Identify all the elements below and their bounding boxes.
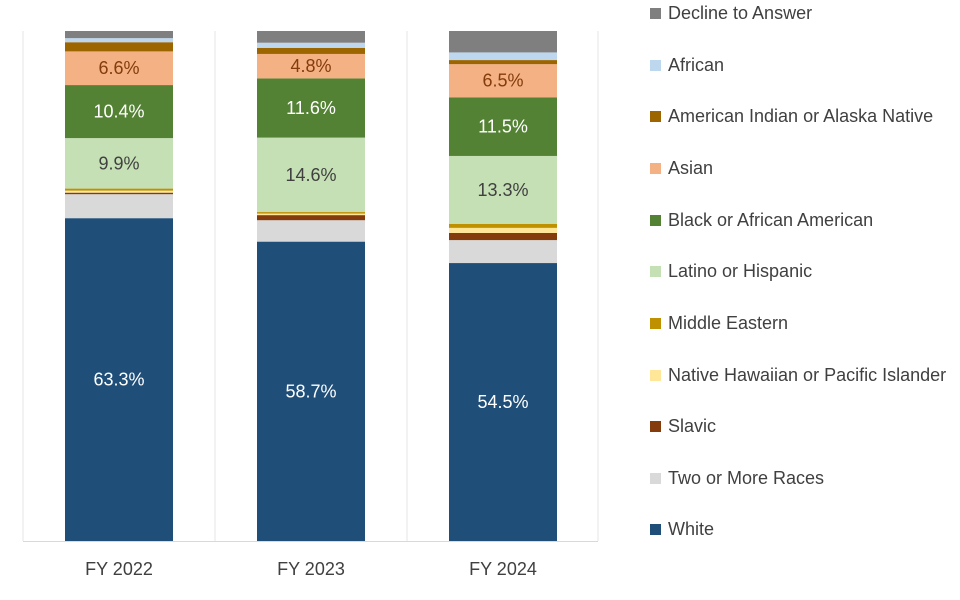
data-label-black-or-african-american-fy-2023: 11.6%: [286, 98, 336, 118]
bar-two-or-more-races-fy-2022: [65, 194, 173, 219]
legend-swatch-slavic: [650, 421, 661, 432]
bar-native-hawaiian-or-pacific-islander-fy-2024: [449, 227, 557, 233]
legend-swatch-decline-to-answer: [650, 8, 661, 19]
bar-african-fy-2022: [65, 38, 173, 43]
bar-middle-eastern-fy-2022: [65, 188, 173, 191]
legend-item-decline-to-answer: Decline to Answer: [650, 2, 955, 25]
bar-middle-eastern-fy-2023: [257, 212, 365, 214]
bar-decline-to-answer-fy-2024: [449, 31, 557, 53]
data-label-black-or-african-american-fy-2022: 10.4%: [93, 102, 144, 122]
bar-two-or-more-races-fy-2024: [449, 240, 557, 264]
legend-swatch-asian: [650, 163, 661, 174]
legend-item-latino-or-hispanic: Latino or Hispanic: [650, 260, 955, 283]
bar-decline-to-answer-fy-2022: [65, 31, 173, 39]
bar-two-or-more-races-fy-2023: [257, 220, 365, 242]
legend-item-middle-eastern: Middle Eastern: [650, 312, 955, 335]
data-label-asian-fy-2024: 6.5%: [482, 71, 523, 91]
legend-swatch-native-hawaiian-or-pacific-islander: [650, 370, 661, 381]
bar-black-or-african-american-fy-2023: [257, 78, 365, 138]
bar-latino-or-hispanic-fy-2022: [65, 138, 173, 189]
legend-swatch-black-or-african-american: [650, 215, 661, 226]
data-label-white-fy-2024: 54.5%: [477, 392, 528, 412]
bar-african-fy-2023: [257, 42, 365, 48]
legend-item-asian: Asian: [650, 157, 955, 180]
legend-item-native-hawaiian-or-pacific-islander: Native Hawaiian or Pacific Islander: [650, 364, 955, 387]
data-label-latino-or-hispanic-fy-2022: 9.9%: [98, 153, 139, 173]
data-label-asian-fy-2022: 6.6%: [98, 58, 139, 78]
bar-middle-eastern-fy-2024: [449, 223, 557, 228]
legend-swatch-african: [650, 60, 661, 71]
legend-label-middle-eastern: Middle Eastern: [668, 313, 789, 333]
legend-label-decline-to-answer: Decline to Answer: [668, 3, 813, 23]
legend-swatch-white: [650, 524, 661, 535]
bar-native-hawaiian-or-pacific-islander-fy-2022: [65, 190, 173, 193]
legend-item-american-indian-or-alaska-native: American Indian or Alaska Native: [650, 105, 955, 128]
legend-item-african: African: [650, 54, 955, 77]
bar-asian-fy-2023: [257, 53, 365, 79]
bar-asian-fy-2024: [449, 64, 557, 98]
bar-black-or-african-american-fy-2024: [449, 97, 557, 156]
x-tick-label-fy-2022: FY 2022: [85, 559, 153, 579]
bar-white-fy-2022: [65, 218, 173, 542]
legend-label-asian: Asian: [668, 158, 714, 178]
bar-native-hawaiian-or-pacific-islander-fy-2023: [257, 213, 365, 216]
legend-label-african: African: [668, 55, 725, 75]
data-label-white-fy-2022: 63.3%: [93, 370, 144, 390]
data-label-white-fy-2023: 58.7%: [285, 381, 336, 401]
bar-african-fy-2024: [449, 52, 557, 61]
stacked-bar-chart: 63.3% 9.9% 10.4% 6.6% FY 2022 58.7% 14.6% 11.6%…: [22, 31, 599, 579]
legend-item-black-or-african-american: Black or African American: [650, 209, 955, 232]
legend-swatch-two-or-more-races: [650, 473, 661, 484]
legend-label-native-hawaiian-or-pacific-islander: Native Hawaiian or Pacific Islander: [668, 365, 947, 385]
bar-black-or-african-american-fy-2022: [65, 85, 173, 139]
legend-label-american-indian-or-alaska-native: American Indian or Alaska Native: [668, 106, 934, 126]
data-label-black-or-african-american-fy-2024: 11.5%: [478, 117, 528, 137]
bar-american-indian-or-alaska-native-fy-2022: [65, 42, 173, 52]
legend-swatch-latino-or-hispanic: [650, 266, 661, 277]
bar-american-indian-or-alaska-native-fy-2024: [449, 60, 557, 65]
x-tick-label-fy-2023: FY 2023: [277, 559, 345, 579]
bar-slavic-fy-2023: [257, 215, 365, 221]
bar-latino-or-hispanic-fy-2023: [257, 137, 365, 213]
data-label-latino-or-hispanic-fy-2023: 14.6%: [285, 165, 336, 185]
legend-label-latino-or-hispanic: Latino or Hispanic: [668, 261, 813, 281]
legend-label-white: White: [668, 519, 715, 539]
legend-label-slavic: Slavic: [668, 416, 717, 436]
legend-swatch-american-indian-or-alaska-native: [650, 111, 661, 122]
bar-slavic-fy-2024: [449, 232, 557, 241]
legend-label-two-or-more-races: Two or More Races: [668, 468, 825, 488]
x-tick-label-fy-2024: FY 2024: [469, 559, 537, 579]
legend-label-black-or-african-american: Black or African American: [668, 210, 874, 230]
bar-white-fy-2023: [257, 241, 365, 541]
bar-asian-fy-2022: [65, 51, 173, 86]
data-label-latino-or-hispanic-fy-2024: 13.3%: [477, 180, 528, 200]
data-label-asian-fy-2023: 4.8%: [290, 56, 331, 76]
bar-decline-to-answer-fy-2023: [257, 31, 365, 43]
bar-latino-or-hispanic-fy-2024: [449, 155, 557, 224]
bar-american-indian-or-alaska-native-fy-2023: [257, 47, 365, 54]
bar-white-fy-2024: [449, 263, 557, 541]
bar-slavic-fy-2022: [65, 192, 173, 195]
legend-item-white: White: [650, 518, 955, 541]
legend-item-two-or-more-races: Two or More Races: [650, 467, 955, 490]
legend-swatch-middle-eastern: [650, 318, 661, 329]
legend-item-slavic: Slavic: [650, 415, 955, 438]
